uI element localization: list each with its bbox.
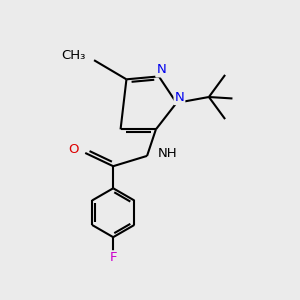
Text: O: O bbox=[68, 143, 79, 157]
Text: NH: NH bbox=[158, 147, 177, 160]
Text: N: N bbox=[175, 91, 184, 104]
Text: F: F bbox=[110, 251, 117, 264]
Text: CH₃: CH₃ bbox=[61, 49, 85, 62]
Text: N: N bbox=[156, 63, 166, 76]
